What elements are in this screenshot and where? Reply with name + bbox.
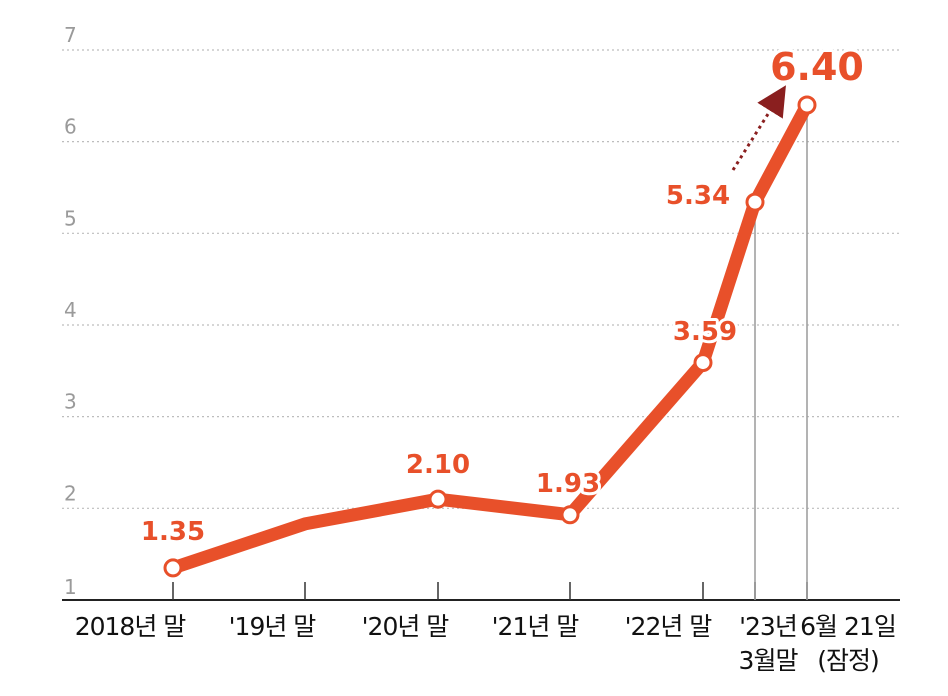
data-point-6 — [797, 95, 817, 115]
data-label-6: 6.40 — [770, 45, 864, 89]
data-point-2 — [428, 489, 448, 509]
data-point-4 — [693, 353, 713, 373]
data-label-3: 1.93 — [536, 469, 600, 499]
y-tick-label-4: 4 — [64, 298, 77, 322]
data-point-0 — [163, 558, 183, 578]
x-tick-label-2: '20년 말 — [362, 612, 450, 641]
x-tick-label-1: '19년 말 — [229, 612, 317, 641]
x-tick-label-5-line-0: '23년 — [739, 612, 797, 641]
x-tick-label-3: '21년 말 — [492, 612, 580, 641]
data-label-0: 1.35 — [141, 517, 205, 547]
data-point-5 — [745, 192, 765, 212]
y-tick-label-1: 1 — [64, 575, 77, 599]
y-tick-label-7: 7 — [64, 23, 77, 47]
x-tick-label-6-line-1: (잠정) — [817, 646, 879, 675]
y-tick-label-2: 2 — [64, 481, 77, 505]
data-point-3 — [560, 505, 580, 525]
y-tick-label-3: 3 — [64, 390, 77, 414]
data-label-2: 2.10 — [406, 450, 470, 480]
x-tick-label-5-line-1: 3월말 — [739, 646, 799, 675]
x-tick-label-4: '22년 말 — [625, 612, 713, 641]
y-tick-label-5: 5 — [64, 206, 77, 230]
x-tick-label-6-line-0: 6월 21일 — [800, 612, 896, 641]
data-label-4: 3.59 — [673, 317, 737, 347]
y-tick-label-6: 6 — [64, 115, 77, 139]
trend-arrow — [731, 85, 786, 171]
data-label-5: 5.34 — [666, 181, 730, 211]
x-tick-label-0: 2018년 말 — [75, 612, 187, 641]
